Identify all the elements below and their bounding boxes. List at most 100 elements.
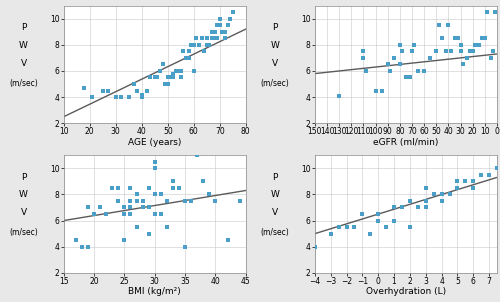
Point: [181, 198, 189, 203]
Point: [396, 42, 404, 47]
Point: [138, 205, 146, 210]
Point: [126, 185, 134, 190]
Point: [493, 166, 500, 171]
Point: [144, 231, 152, 236]
Point: [120, 212, 128, 217]
Point: [422, 185, 430, 190]
Point: [175, 185, 183, 190]
Point: [326, 231, 334, 236]
Point: [104, 88, 112, 93]
Point: [438, 192, 446, 197]
Point: [180, 49, 188, 54]
Point: [221, 36, 229, 41]
Point: [166, 75, 174, 80]
Text: P: P: [272, 173, 278, 182]
Point: [90, 212, 98, 217]
Point: [108, 185, 116, 190]
Point: [132, 225, 140, 230]
Point: [169, 179, 177, 184]
Point: [96, 205, 104, 210]
X-axis label: eGFR (ml/min): eGFR (ml/min): [374, 138, 438, 147]
Text: W: W: [19, 191, 28, 200]
Text: (m/sec): (m/sec): [9, 228, 38, 237]
Point: [187, 198, 195, 203]
Point: [138, 198, 146, 203]
Point: [484, 10, 492, 14]
Point: [102, 212, 110, 217]
Point: [210, 36, 218, 41]
Point: [477, 172, 485, 177]
Point: [390, 218, 398, 223]
Text: V: V: [272, 208, 278, 217]
Point: [117, 95, 125, 100]
Point: [236, 198, 244, 203]
Point: [466, 49, 474, 54]
Point: [470, 185, 478, 190]
Point: [210, 29, 218, 34]
Point: [88, 95, 96, 100]
Point: [126, 198, 134, 203]
Text: W: W: [19, 41, 28, 50]
Point: [398, 205, 406, 210]
Point: [358, 212, 366, 217]
Point: [169, 71, 177, 76]
Point: [157, 192, 165, 197]
Point: [390, 205, 398, 210]
Point: [468, 49, 476, 54]
Point: [126, 212, 134, 217]
Point: [158, 62, 166, 67]
Point: [216, 23, 224, 27]
Point: [471, 42, 479, 47]
Point: [132, 198, 140, 203]
Point: [342, 225, 350, 230]
Point: [444, 23, 452, 27]
Point: [84, 244, 92, 249]
Point: [216, 16, 224, 21]
Text: V: V: [20, 208, 26, 217]
Point: [84, 205, 92, 210]
Text: V: V: [20, 59, 26, 68]
Point: [198, 36, 205, 41]
Point: [229, 10, 237, 14]
Point: [485, 172, 493, 177]
Point: [172, 69, 179, 73]
Point: [362, 69, 370, 73]
Point: [163, 225, 171, 230]
Point: [150, 212, 158, 217]
Point: [181, 244, 189, 249]
Point: [176, 75, 184, 80]
Point: [182, 56, 190, 60]
Point: [146, 75, 154, 80]
Point: [470, 179, 478, 184]
Point: [454, 185, 462, 190]
Point: [154, 75, 162, 80]
Point: [176, 69, 184, 73]
Point: [150, 159, 158, 164]
Point: [218, 29, 226, 34]
Point: [360, 56, 368, 60]
Point: [384, 62, 392, 67]
Point: [434, 23, 442, 27]
Point: [216, 23, 224, 27]
Point: [335, 93, 343, 98]
Point: [206, 42, 214, 47]
Point: [481, 36, 489, 41]
Point: [120, 238, 128, 243]
Point: [114, 185, 122, 190]
Point: [200, 49, 208, 54]
Point: [454, 36, 462, 41]
Text: (m/sec): (m/sec): [9, 79, 38, 88]
Point: [422, 205, 430, 210]
Text: W: W: [270, 41, 280, 50]
Point: [366, 231, 374, 236]
Text: P: P: [21, 23, 26, 32]
Point: [192, 36, 200, 41]
Point: [456, 49, 464, 54]
Point: [203, 42, 211, 47]
Point: [487, 56, 495, 60]
Point: [462, 179, 469, 184]
Point: [490, 10, 498, 14]
Point: [414, 69, 422, 73]
Point: [406, 198, 414, 203]
Point: [334, 225, 342, 230]
